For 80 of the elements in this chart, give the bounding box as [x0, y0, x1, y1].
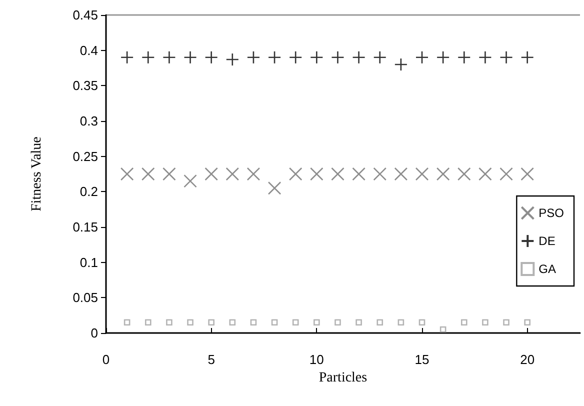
- point: [352, 167, 366, 181]
- y-tick-label: 0.2: [80, 184, 98, 200]
- point: [520, 167, 534, 181]
- point: [141, 167, 155, 181]
- point: [457, 50, 471, 64]
- point: [187, 319, 194, 326]
- point: [184, 174, 197, 188]
- point: [208, 319, 214, 326]
- point: [204, 167, 218, 181]
- point: [334, 319, 341, 326]
- y-axis-title: Fitness Value: [30, 136, 44, 212]
- point: [524, 319, 530, 326]
- y-tick-label: 0.3: [80, 114, 98, 128]
- x-axis-title: Particles: [318, 370, 368, 386]
- y-tick-label: 0.4: [80, 42, 98, 58]
- point: [373, 50, 387, 64]
- point: [478, 167, 492, 181]
- x-tick-label: 10: [309, 352, 324, 367]
- point: [415, 50, 429, 64]
- point: [288, 167, 302, 181]
- point: [394, 167, 408, 181]
- y-tick-label: 0.05: [72, 290, 98, 306]
- point: [292, 319, 299, 326]
- point: [352, 50, 366, 64]
- point: [184, 50, 197, 64]
- point: [356, 319, 362, 326]
- point: [373, 167, 387, 181]
- point: [162, 167, 176, 181]
- y-tick-label: 0.45: [72, 8, 98, 22]
- point: [229, 319, 236, 326]
- y-tick-label: 0.1: [80, 254, 98, 270]
- x-tick-label: 15: [414, 352, 430, 367]
- point: [376, 319, 384, 326]
- point: [440, 326, 446, 333]
- y-tick-label: 0.15: [72, 220, 98, 234]
- point: [246, 50, 260, 64]
- point: [503, 319, 510, 326]
- point: [250, 319, 257, 326]
- point: [418, 319, 426, 326]
- point: [141, 50, 155, 64]
- point: [124, 319, 130, 326]
- x-tick-label: 20: [520, 352, 535, 367]
- point: [268, 50, 282, 64]
- legend-label: DE: [538, 234, 556, 248]
- point: [415, 167, 429, 181]
- y-tick-label: 0: [90, 326, 98, 340]
- y-tick-label: 0.35: [72, 78, 98, 94]
- point: [482, 319, 488, 326]
- point: [331, 50, 344, 64]
- point: [500, 167, 513, 181]
- point: [520, 50, 534, 64]
- point: [162, 50, 176, 64]
- point: [166, 319, 172, 326]
- point: [120, 50, 134, 64]
- point: [120, 167, 134, 181]
- point: [394, 58, 408, 72]
- point: [478, 50, 492, 64]
- point: [288, 50, 302, 64]
- point: [271, 319, 278, 326]
- point: [204, 50, 218, 64]
- point: [436, 50, 450, 64]
- point: [268, 181, 282, 195]
- point: [310, 167, 324, 181]
- point: [314, 319, 320, 326]
- point: [246, 167, 260, 181]
- point: [226, 52, 240, 66]
- point: [457, 167, 471, 181]
- point: [226, 167, 240, 181]
- point: [144, 319, 152, 326]
- point: [436, 167, 450, 181]
- point: [331, 167, 344, 181]
- legend-label: GA: [538, 262, 556, 276]
- point: [398, 319, 404, 326]
- x-tick-label: 5: [208, 352, 215, 367]
- y-tick-label: 0.25: [72, 148, 98, 164]
- point: [310, 50, 324, 64]
- legend-label: PSO: [538, 206, 564, 220]
- point: [460, 319, 468, 326]
- x-tick-label: 0: [102, 352, 110, 367]
- point: [500, 50, 513, 64]
